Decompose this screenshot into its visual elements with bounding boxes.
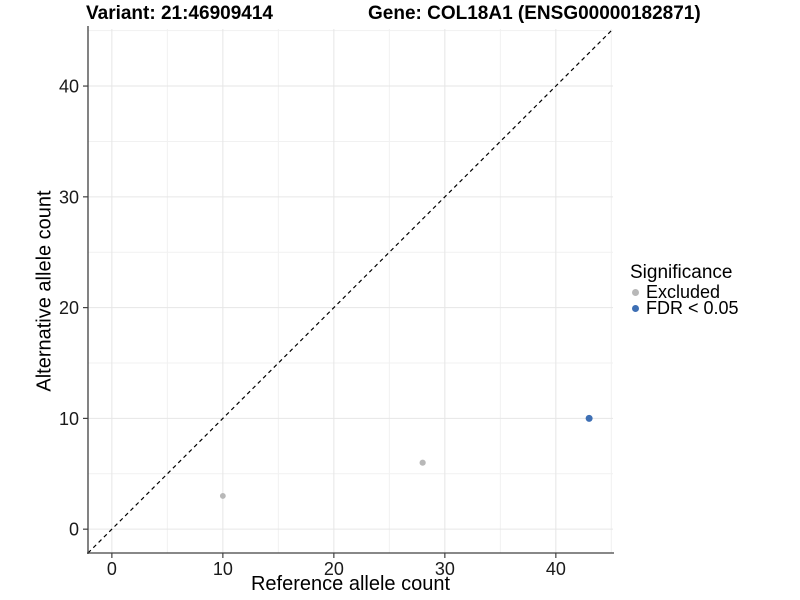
legend-title: Significance bbox=[630, 262, 733, 283]
legend-marker-icon bbox=[632, 304, 639, 312]
x-tick-label: 20 bbox=[324, 559, 344, 579]
x-tick-label: 0 bbox=[107, 559, 117, 579]
x-tick-label: 10 bbox=[213, 559, 233, 579]
legend: Significance Excluded FDR < 0.05 bbox=[630, 262, 739, 318]
legend-item-label: FDR < 0.05 bbox=[646, 297, 739, 318]
y-axis-title: Alternative allele count bbox=[33, 190, 56, 392]
legend-items: Excluded FDR < 0.05 bbox=[630, 281, 739, 318]
y-tick-label: 30 bbox=[59, 187, 79, 207]
legend-item-fdr: FDR < 0.05 bbox=[630, 297, 739, 318]
y-tick-label: 10 bbox=[59, 409, 79, 429]
y-tick-label: 20 bbox=[59, 298, 79, 318]
data-point bbox=[219, 493, 226, 499]
x-tick-label: 40 bbox=[546, 559, 566, 579]
plot-title-gene: Gene: COL18A1 (ENSG00000182871) bbox=[368, 3, 701, 24]
data-point bbox=[585, 414, 593, 422]
y-tick-label: 40 bbox=[59, 77, 79, 97]
legend-marker-icon bbox=[632, 288, 639, 296]
legend-item-label: Excluded bbox=[646, 281, 721, 302]
identity-line bbox=[87, 28, 614, 554]
plot-title-variant: Variant: 21:46909414 bbox=[86, 3, 273, 24]
x-tick-label: 30 bbox=[435, 559, 455, 579]
y-tick-label: 0 bbox=[69, 520, 79, 540]
x-axis-title: Reference allele count bbox=[250, 573, 450, 595]
data-point bbox=[419, 459, 426, 466]
legend-item-excluded: Excluded bbox=[630, 281, 739, 302]
